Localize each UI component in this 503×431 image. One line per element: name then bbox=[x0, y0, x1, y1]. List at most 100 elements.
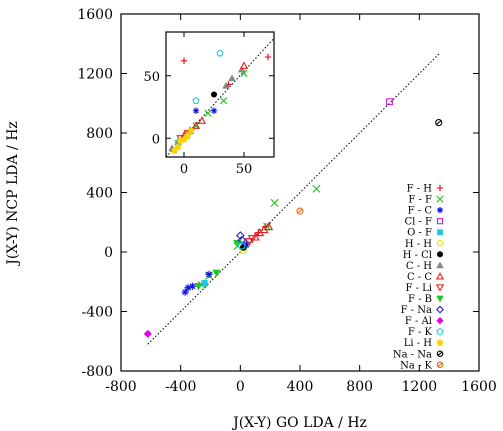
x-tick-label: 800 bbox=[346, 379, 373, 395]
x-tick-label: -800 bbox=[105, 379, 136, 395]
legend: F - HF - FF - CCl - FO - FH - HH - ClC -… bbox=[393, 184, 445, 371]
point-f-na bbox=[235, 231, 245, 241]
point-na-k bbox=[296, 207, 304, 215]
legend-label-f-f: F - F bbox=[408, 195, 432, 206]
x-tick-label: 400 bbox=[287, 379, 314, 395]
inset-point-li-h bbox=[187, 127, 195, 134]
identity-reference-line bbox=[147, 52, 441, 345]
inset-point-f-c bbox=[192, 107, 200, 114]
point-f-c bbox=[184, 284, 192, 292]
legend-marker-f-k bbox=[436, 327, 444, 335]
inset-point-c-c bbox=[197, 116, 207, 124]
legend-marker-f-al bbox=[436, 316, 444, 325]
legend-label-o-f: O - F bbox=[407, 228, 432, 239]
point-c-c bbox=[264, 221, 274, 231]
legend-label-f-li: F - Li bbox=[405, 283, 432, 294]
legend-label-h-h: H - H bbox=[405, 239, 432, 250]
inset-point-f-k bbox=[216, 49, 224, 57]
legend-label-f-na: F - Na bbox=[401, 305, 432, 316]
inset-point-c-c bbox=[239, 61, 249, 69]
inset-reference-line-path bbox=[165, 37, 275, 158]
legend-marker-o-f bbox=[437, 229, 443, 236]
inset-x-tick-label: 0 bbox=[180, 162, 188, 177]
inset-point-f-f bbox=[220, 97, 228, 105]
point-f-b bbox=[233, 239, 242, 248]
point-f-c bbox=[189, 282, 197, 290]
legend-marker-cl-f bbox=[436, 218, 444, 225]
y-tick-label: 0 bbox=[104, 245, 113, 261]
point-f-k bbox=[237, 241, 246, 250]
point-na-na bbox=[435, 118, 443, 127]
inset-point-f-h bbox=[264, 53, 272, 61]
point-f-c bbox=[205, 270, 213, 278]
point-f-b bbox=[194, 283, 203, 291]
legend-marker-c-c bbox=[435, 272, 445, 280]
y-tick-label: 1600 bbox=[77, 7, 113, 23]
legend-label-h-cl: H - Cl bbox=[403, 250, 432, 261]
point-f-f bbox=[270, 198, 279, 207]
legend-marker-f-h bbox=[436, 184, 444, 192]
inset-point-c-h bbox=[222, 81, 230, 89]
y-tick-label: -800 bbox=[82, 364, 113, 380]
point-c-c bbox=[250, 232, 260, 241]
legend-label-c-c: C - C bbox=[407, 272, 432, 283]
legend-marker-na-na bbox=[436, 350, 444, 358]
inset-point-li-h bbox=[174, 143, 182, 150]
point-f-na bbox=[237, 235, 247, 245]
y-axis-title: J(X-Y) NCP LDA / Hz bbox=[5, 121, 21, 267]
legend-label-f-c: F - C bbox=[408, 206, 433, 217]
point-f-f bbox=[312, 184, 321, 193]
legend-label-c-h: C - H bbox=[406, 261, 432, 272]
y-tick-label: 1200 bbox=[77, 67, 113, 83]
legend-marker-f-c bbox=[436, 206, 444, 214]
x-tick-label: 1200 bbox=[402, 379, 438, 395]
main-axis-ticks: -800 -400 0 400 800 1200 1600 -800 -400 0 400 800 12… bbox=[77, 7, 496, 395]
legend-marker-f-f bbox=[436, 195, 444, 203]
legend-marker-f-na bbox=[436, 305, 444, 314]
inset-data-points bbox=[168, 49, 272, 154]
y-tick-label: 800 bbox=[86, 126, 113, 142]
inset-point-f-c bbox=[210, 107, 218, 114]
point-f-b bbox=[212, 269, 221, 278]
legend-label-f-al: F - Al bbox=[405, 316, 432, 327]
legend-label-na-na: Na - Na bbox=[393, 349, 432, 360]
x-tick-label: 1600 bbox=[461, 379, 497, 395]
y-tick-label: 400 bbox=[86, 186, 113, 202]
inset-point-c-h bbox=[237, 65, 246, 73]
legend-marker-f-li bbox=[435, 284, 445, 292]
x-tick-label: 0 bbox=[236, 379, 245, 395]
legend-marker-na-k bbox=[436, 361, 444, 369]
legend-label-f-b: F - B bbox=[408, 294, 432, 305]
point-f-li bbox=[247, 235, 257, 244]
legend-label-li-h: Li - H bbox=[404, 338, 433, 349]
point-cl-f bbox=[386, 98, 393, 106]
inset-point-c-h bbox=[228, 74, 236, 82]
legend-marker-f-b bbox=[436, 295, 444, 303]
legend-label-cl-f: Cl - F bbox=[404, 217, 432, 228]
inset-point-h-cl bbox=[210, 91, 218, 98]
inset-axis-ticks: 0 50 0 50 bbox=[143, 32, 274, 177]
inset-point-f-k bbox=[192, 96, 200, 104]
inset-point-c-c bbox=[191, 121, 201, 129]
legend-marker-li-h bbox=[436, 339, 444, 346]
legend-marker-c-h bbox=[436, 261, 444, 269]
inset-point-f-f bbox=[204, 109, 212, 117]
y-tick-label: -400 bbox=[82, 305, 113, 321]
inset-y-tick-label: 50 bbox=[143, 70, 160, 85]
point-f-li bbox=[244, 238, 254, 247]
inset-point-li-h bbox=[184, 132, 191, 139]
inset-x-tick-label: 50 bbox=[236, 162, 253, 177]
x-axis-title: J(X-Y) GO LDA / Hz bbox=[231, 415, 367, 431]
point-f-c bbox=[242, 240, 250, 249]
point-f-c bbox=[181, 288, 189, 296]
inset-reference-line bbox=[165, 37, 275, 158]
inset-point-f-h bbox=[180, 57, 188, 64]
legend-marker-h-h bbox=[436, 239, 444, 247]
reference-line bbox=[147, 52, 441, 345]
legend-label-f-h: F - H bbox=[407, 184, 433, 195]
legend-label-na-k: Na - K bbox=[400, 360, 432, 371]
inset-y-tick-label: 0 bbox=[152, 132, 160, 147]
main-data-points bbox=[143, 98, 443, 338]
legend-label-f-k: F - K bbox=[408, 327, 433, 338]
